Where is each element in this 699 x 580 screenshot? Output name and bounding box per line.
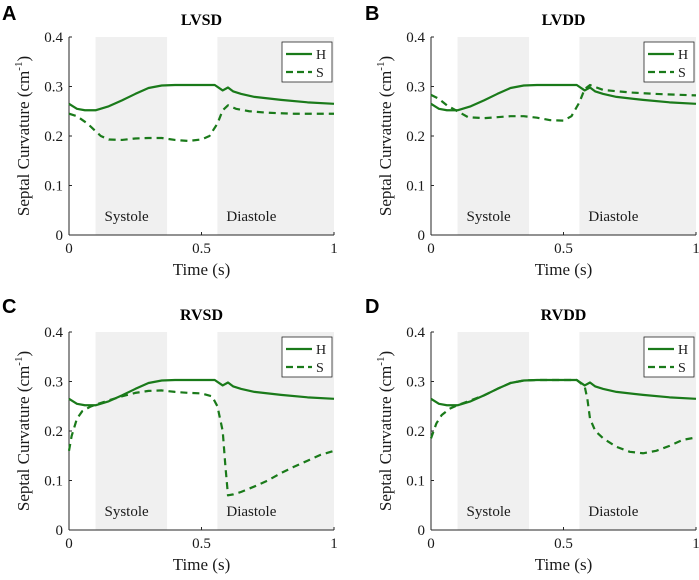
x-tick-label: 0.5 [554,536,573,552]
y-tick-label: 0 [56,523,64,539]
legend-label-s: S [678,66,686,81]
region-systole-shade [95,332,168,530]
panel-b: Systole Diastole 0 0.1 0.2 0.3 0.4 0 0.5 1 LVDD B Ti… [365,3,699,279]
series-s-line [68,104,334,143]
y-tick-label: 0.4 [44,30,63,46]
panel-c: Systole Diastole 0 0.1 0.2 0.3 0.4 0 0.5 1 RVSD C Ti… [2,296,338,574]
legend-box [281,41,333,83]
y-axis-label-superscript: -1 [13,357,25,366]
y-axis-label-close: ) [376,351,395,357]
x-tick-label: 0 [65,536,73,552]
legend-box [643,41,695,83]
y-axis-label-text: Septal Curvature (cm [14,366,33,511]
region-label-diastole: Diastole [226,504,276,520]
region-label-diastole: Diastole [588,504,638,520]
chart-title: LVDD [542,12,586,29]
region-label-diastole: Diastole [588,209,638,225]
legend: HS [643,41,695,83]
y-tick-label: 0 [418,228,426,244]
y-tick-label: 0.1 [44,474,63,490]
x-tick-label: 1 [330,241,338,257]
y-tick-label: 0.2 [44,424,63,440]
y-tick-label: 0.3 [406,375,425,391]
y-tick-label: 0.4 [44,325,63,341]
legend-box [281,336,333,378]
region-systole-shade [457,37,530,235]
y-axis-label-superscript: -1 [375,357,387,366]
y-tick-label: 0.4 [406,325,425,341]
legend-box [643,336,695,378]
legend: HS [643,336,695,378]
y-tick-label: 0.3 [406,80,425,96]
y-axis-label-close: ) [14,56,33,62]
y-axis-label-text: Septal Curvature (cm [376,366,395,511]
chart-title: RVDD [541,307,587,324]
panel-a: Systole Diastole 0 0.1 0.2 0.3 0.4 0 0.5 1 LVSD A Ti… [2,3,338,279]
y-axis-label: Septal Curvature (cm-1) [375,351,395,511]
x-tick-label: 0 [65,241,73,257]
y-tick-label: 0.3 [44,375,63,391]
legend-label-h: H [316,48,326,63]
panel-letter: D [365,296,379,318]
y-tick-label: 0.2 [406,424,425,440]
chart-title: LVSD [181,12,222,29]
panel-letter: A [2,3,16,25]
x-axis-label: Time (s) [535,555,592,574]
legend-label-s: S [316,66,324,81]
y-tick-label: 0 [418,523,426,539]
region-systole-shade [95,37,168,235]
x-axis-label: Time (s) [173,260,230,279]
y-axis-label: Septal Curvature (cm-1) [13,56,33,216]
x-tick-label: 1 [330,536,338,552]
y-axis-label-superscript: -1 [13,62,25,71]
y-axis-label-superscript: -1 [375,62,387,71]
legend-label-h: H [678,343,688,358]
region-label-systole: Systole [105,504,150,520]
legend-label-s: S [316,361,324,376]
y-axis-label: Septal Curvature (cm-1) [375,56,395,216]
x-tick-label: 0 [427,241,435,257]
y-tick-label: 0.1 [44,179,63,195]
series-h-line [68,83,335,112]
series-h-line [430,83,697,112]
y-tick-label: 0.1 [406,474,425,490]
region-label-systole: Systole [467,209,512,225]
y-tick-label: 0.2 [406,129,425,145]
y-tick-label: 0.1 [406,179,425,195]
x-tick-label: 0 [427,536,435,552]
panel-letter: C [2,296,16,318]
y-tick-label: 0 [56,228,64,244]
y-axis-label-text: Septal Curvature (cm [376,71,395,216]
x-axis-label: Time (s) [173,555,230,574]
series-s-line [67,389,335,497]
y-axis-label-close: ) [14,351,33,357]
x-tick-label: 0.5 [192,241,211,257]
x-tick-label: 0.5 [554,241,573,257]
x-tick-label: 1 [692,536,699,552]
y-axis-label: Septal Curvature (cm-1) [13,351,33,511]
panel-d: Systole Diastole 0 0.1 0.2 0.3 0.4 0 0.5 1 RVDD D Ti… [365,296,699,574]
y-tick-label: 0.3 [44,80,63,96]
y-tick-label: 0.2 [44,129,63,145]
legend: HS [281,41,333,83]
panel-letter: B [365,3,379,25]
y-tick-label: 0.4 [406,30,425,46]
region-label-systole: Systole [467,504,512,520]
series-s-line [430,83,697,122]
legend-label-s: S [678,361,686,376]
region-label-diastole: Diastole [226,209,276,225]
y-axis-label-text: Septal Curvature (cm [14,71,33,216]
x-tick-label: 1 [692,241,699,257]
y-axis-label-close: ) [376,56,395,62]
legend-label-h: H [316,343,326,358]
chart-title: RVSD [180,307,223,324]
region-systole-shade [457,332,530,530]
x-axis-label: Time (s) [535,260,592,279]
x-tick-label: 0.5 [192,536,211,552]
legend: HS [281,336,333,378]
region-label-systole: Systole [105,209,150,225]
series-s-line [429,378,697,455]
legend-label-h: H [678,48,688,63]
